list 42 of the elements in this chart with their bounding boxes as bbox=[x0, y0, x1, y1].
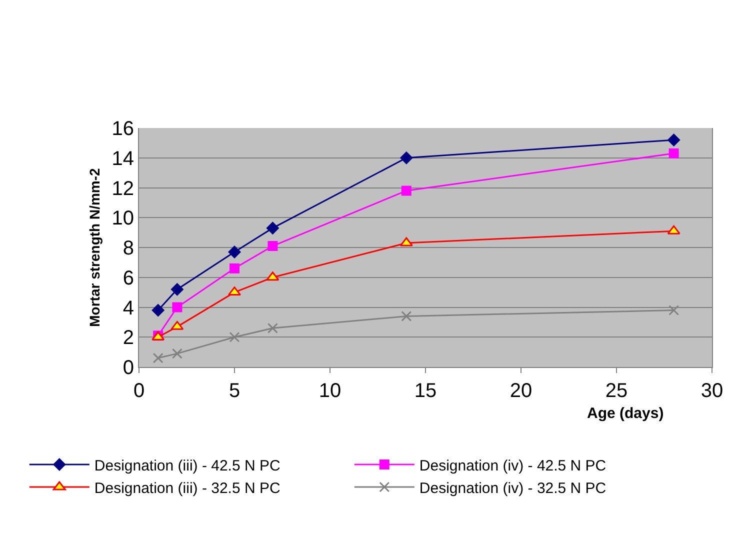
point bbox=[230, 263, 240, 274]
legend-label: Designation (iv) - 32.5 N PC bbox=[419, 480, 606, 497]
y-tick-label: 10 bbox=[112, 208, 134, 230]
point bbox=[667, 133, 680, 146]
point bbox=[152, 352, 164, 364]
point bbox=[228, 245, 241, 258]
point bbox=[668, 148, 679, 158]
point bbox=[170, 282, 184, 296]
x-tick-label: 25 bbox=[605, 380, 628, 402]
point bbox=[267, 322, 278, 334]
point bbox=[400, 151, 413, 164]
legend-label: Designation (iii) - 32.5 N PC bbox=[94, 480, 280, 497]
x-axis-title: Age (days) bbox=[587, 405, 664, 422]
y-tick-label: 8 bbox=[122, 238, 134, 260]
y-tick-label: 14 bbox=[112, 148, 134, 170]
point bbox=[172, 302, 182, 312]
point bbox=[268, 241, 278, 252]
point bbox=[266, 272, 280, 281]
y-tick-label: 6 bbox=[122, 267, 134, 290]
point bbox=[170, 320, 184, 330]
point bbox=[229, 332, 240, 342]
point bbox=[400, 237, 413, 246]
x-tick-label: 5 bbox=[228, 380, 240, 402]
x-tick-label: 10 bbox=[318, 380, 342, 402]
x-tick-label: 15 bbox=[414, 380, 437, 402]
y-tick-label: 0 bbox=[122, 357, 134, 379]
y-tick-label: 12 bbox=[112, 178, 134, 200]
point bbox=[172, 348, 182, 359]
y-axis-title: Mortar strength N/mm-2 bbox=[86, 168, 102, 327]
y-tick-label: 16 bbox=[112, 118, 134, 140]
point bbox=[668, 304, 680, 316]
point bbox=[401, 310, 412, 322]
legend-label: Designation (iii) - 42.5 N PC bbox=[94, 457, 280, 474]
point bbox=[667, 225, 680, 234]
x-tick-label: 20 bbox=[510, 380, 532, 402]
legend-label: Designation (iv) - 42.5 N PC bbox=[419, 457, 606, 474]
y-tick-label: 4 bbox=[122, 297, 134, 320]
point bbox=[401, 186, 412, 196]
point bbox=[266, 222, 280, 235]
point bbox=[152, 304, 165, 317]
y-tick-label: 2 bbox=[122, 327, 134, 350]
x-tick-label: 30 bbox=[700, 380, 724, 402]
